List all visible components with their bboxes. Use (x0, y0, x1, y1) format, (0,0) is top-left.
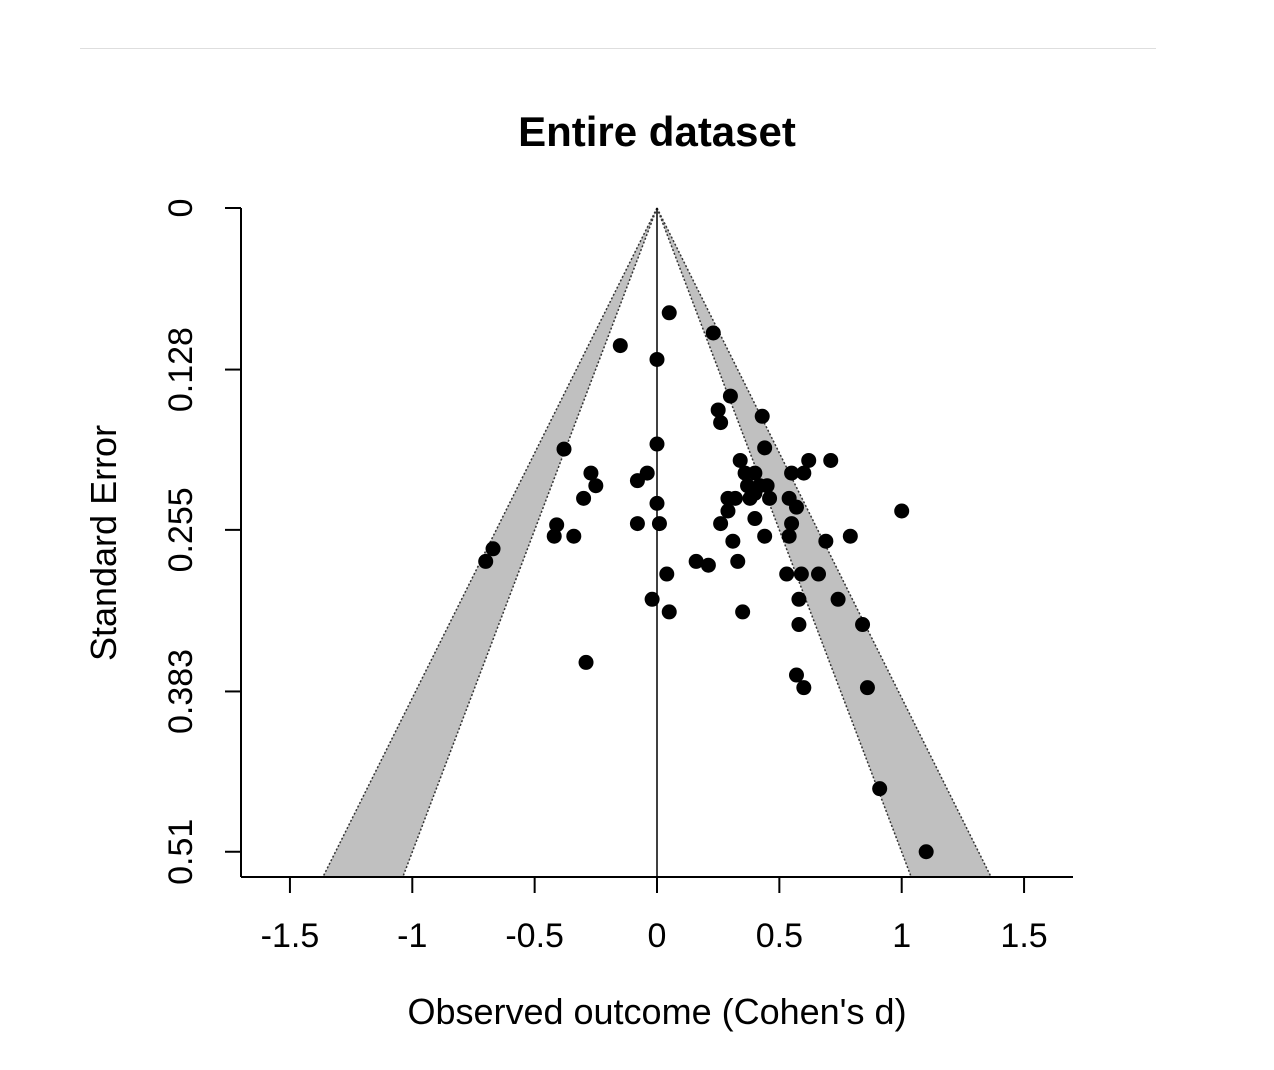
chart-title: Entire dataset (518, 108, 796, 155)
y-tick-label: 0 (162, 199, 200, 218)
data-point (713, 415, 729, 431)
data-point (791, 591, 807, 607)
data-point (842, 528, 858, 544)
data-point (629, 516, 645, 532)
data-point (644, 591, 660, 607)
data-point (894, 503, 910, 519)
data-point (700, 557, 716, 573)
x-tick-label: -1.5 (261, 917, 320, 955)
funnel-region (322, 207, 992, 878)
data-point (661, 604, 677, 620)
data-point (478, 553, 494, 569)
x-tick-label: 0 (648, 917, 667, 955)
y-tick-label: 0.255 (162, 487, 200, 572)
x-tick-label: -1 (397, 917, 427, 955)
data-point (549, 517, 565, 533)
data-point (732, 452, 748, 468)
data-point (485, 541, 501, 557)
y-axis-label: Standard Error (83, 425, 124, 661)
right-inner-bound (656, 207, 912, 878)
data-point (735, 604, 751, 620)
data-point (811, 566, 827, 582)
data-point (588, 478, 604, 494)
data-points (478, 305, 934, 860)
data-point (779, 566, 795, 582)
data-point (578, 654, 594, 670)
data-point (649, 436, 665, 452)
data-point (754, 408, 770, 424)
top-divider (80, 48, 1156, 49)
data-point (818, 533, 834, 549)
data-point (762, 490, 778, 506)
data-point (556, 441, 572, 457)
data-point (788, 499, 804, 515)
x-tick-label: -0.5 (505, 917, 564, 955)
data-point (576, 490, 592, 506)
data-point (688, 553, 704, 569)
data-point (791, 617, 807, 633)
data-point (872, 781, 888, 797)
data-point (661, 305, 677, 321)
data-point (757, 440, 773, 456)
data-point (705, 325, 721, 341)
data-point (730, 553, 746, 569)
data-point (612, 338, 628, 354)
data-point (659, 566, 675, 582)
data-point (720, 503, 736, 519)
data-point (855, 617, 871, 633)
data-point (747, 511, 763, 527)
data-point (742, 490, 758, 506)
data-point (796, 680, 812, 696)
x-tick-label: 1 (892, 917, 911, 955)
data-point (649, 351, 665, 367)
data-point (725, 533, 741, 549)
y-tick-label: 0.383 (162, 649, 200, 734)
data-point (546, 528, 562, 544)
data-point (757, 528, 773, 544)
x-tick-label: 0.5 (756, 917, 803, 955)
data-point (801, 452, 817, 468)
left-inner-bound (402, 207, 658, 878)
data-point (583, 465, 599, 481)
data-point (629, 473, 645, 489)
data-point (781, 528, 797, 544)
data-point (713, 516, 729, 532)
y-tick-label: 0.128 (162, 327, 200, 412)
data-point (759, 478, 775, 494)
data-point (918, 844, 934, 860)
x-tick-label: 1.5 (1000, 917, 1047, 955)
data-point (793, 566, 809, 582)
x-axis-label: Observed outcome (Cohen's d) (407, 991, 906, 1032)
data-point (784, 465, 800, 481)
data-point (566, 528, 582, 544)
data-point (784, 516, 800, 532)
data-point (830, 591, 846, 607)
data-point (796, 465, 812, 481)
data-point (859, 680, 875, 696)
data-point (747, 465, 763, 481)
data-point (823, 452, 839, 468)
data-point (710, 402, 726, 418)
data-point (651, 516, 667, 532)
data-point (722, 388, 738, 404)
y-tick-label: 0.51 (162, 819, 200, 885)
data-point (727, 490, 743, 506)
data-point (649, 495, 665, 511)
data-point (788, 667, 804, 683)
